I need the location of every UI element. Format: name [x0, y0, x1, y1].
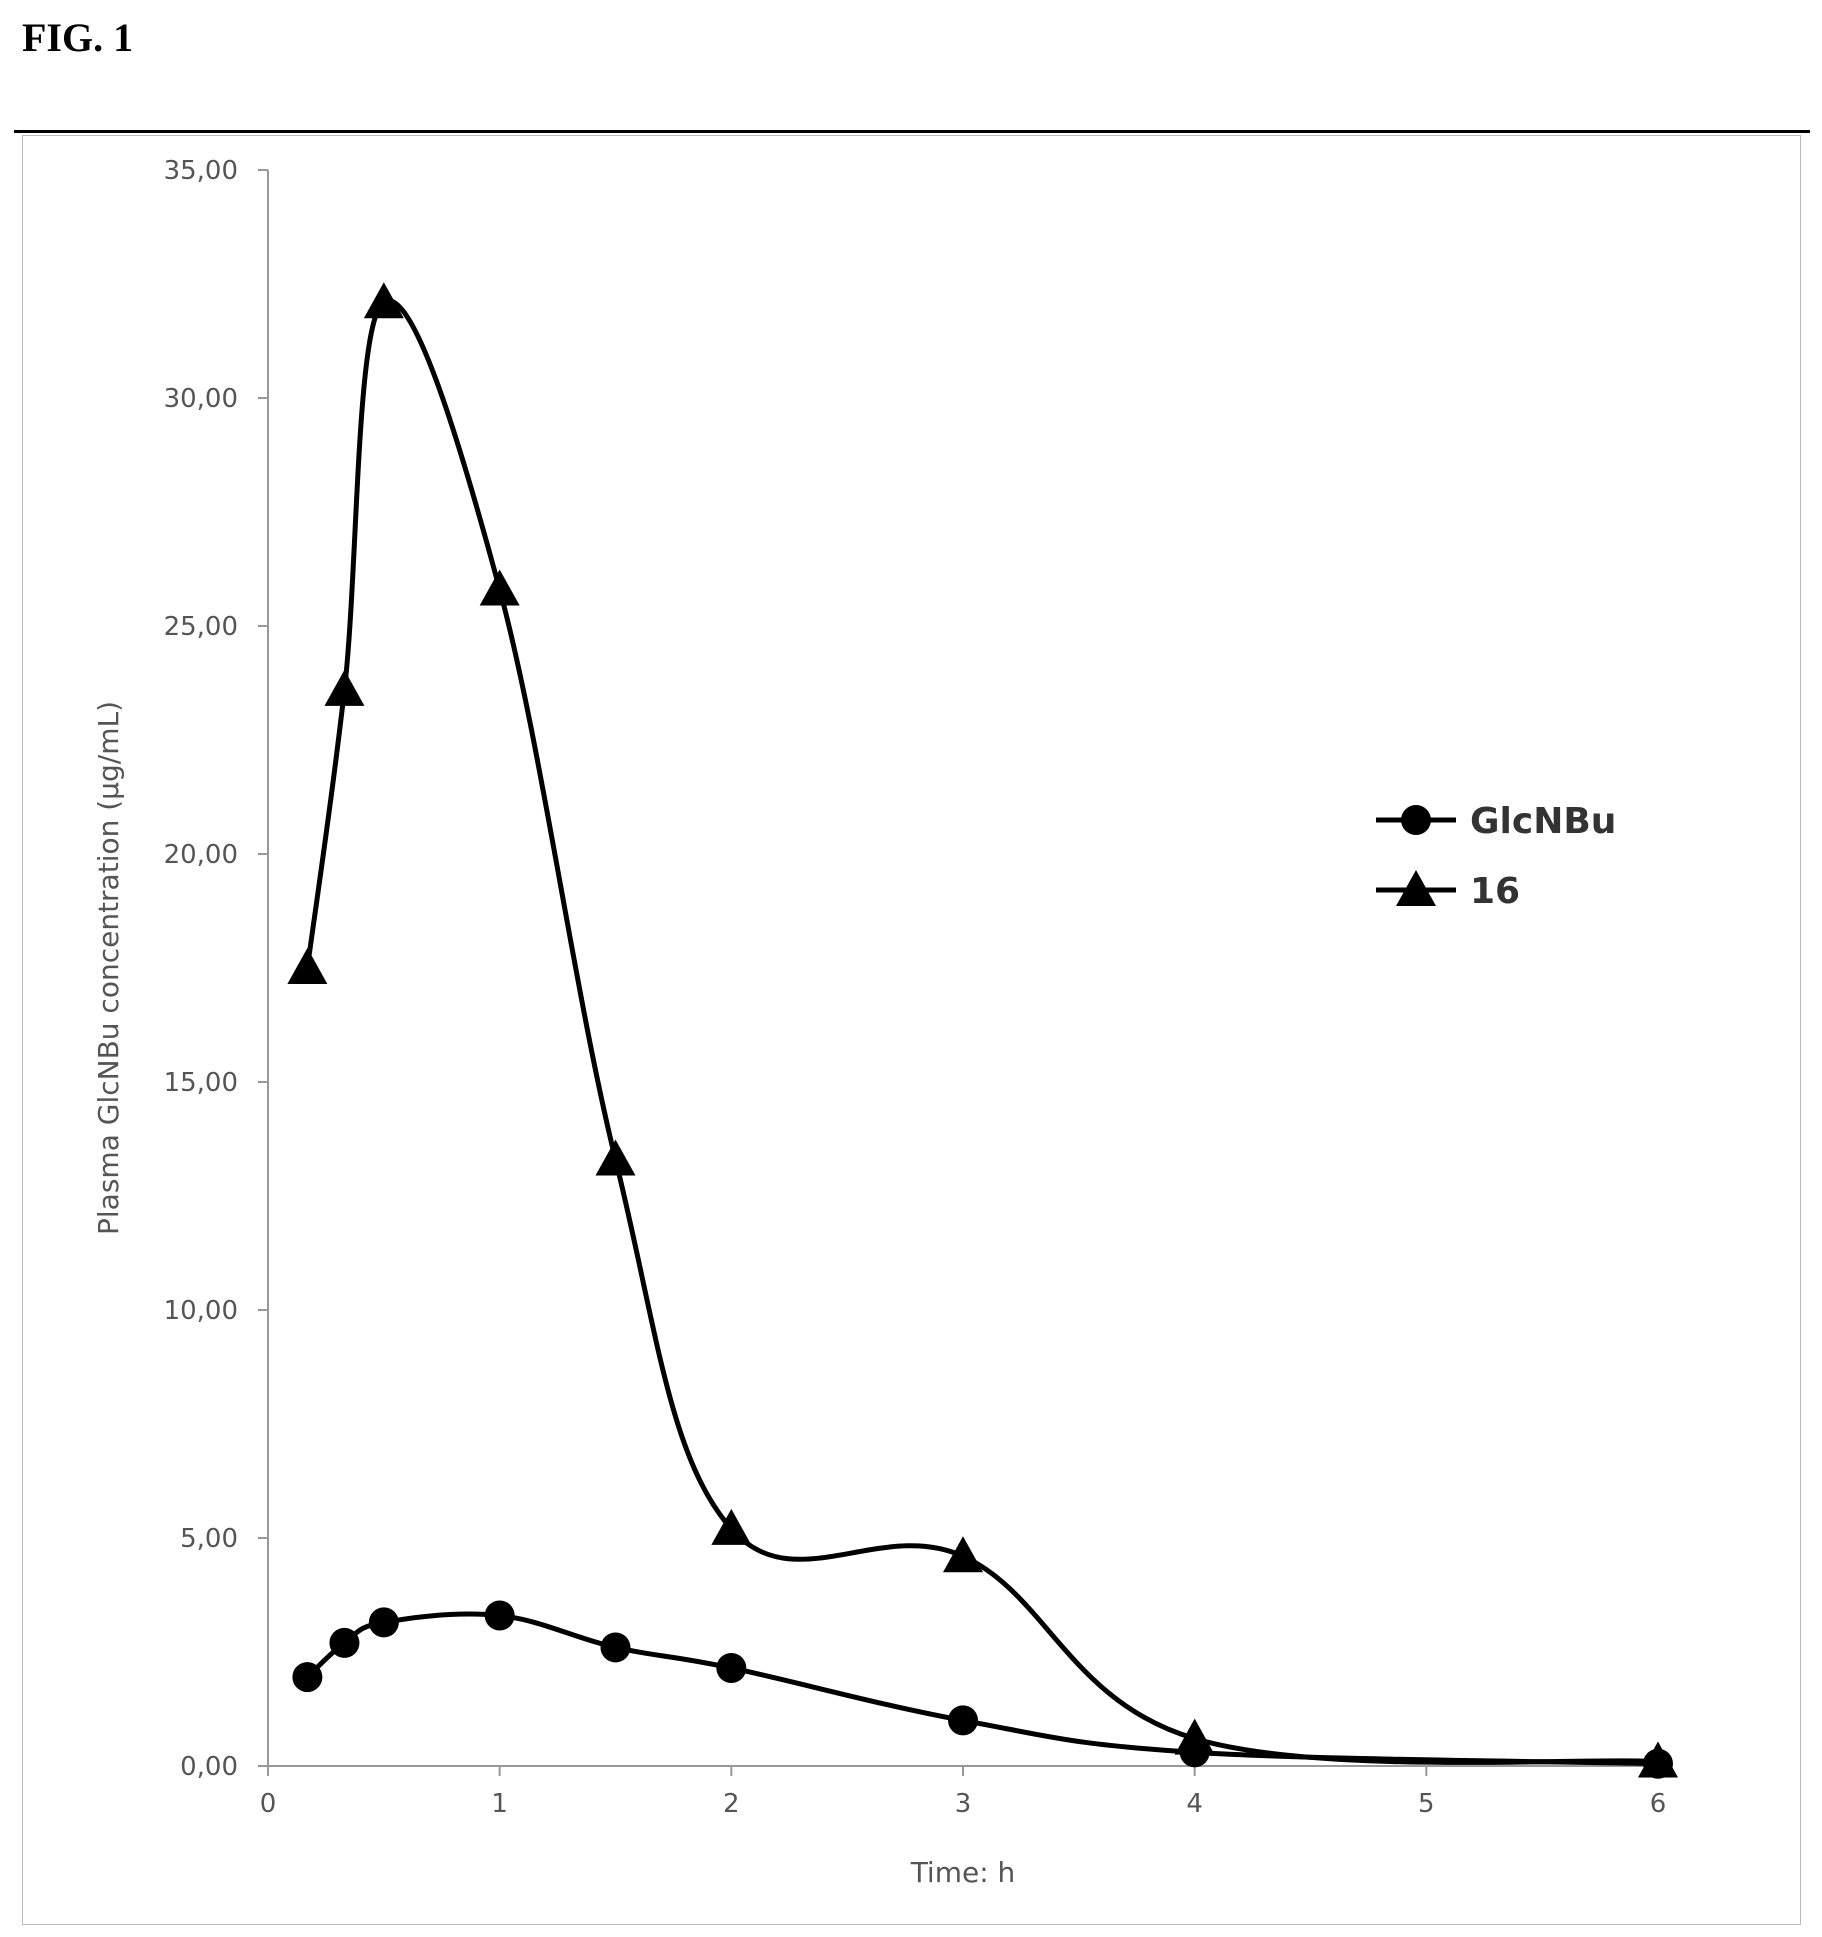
legend-marker-triangle — [1396, 870, 1436, 906]
x-tick-label: 1 — [491, 1789, 508, 1819]
data-point-triangle — [1638, 1741, 1678, 1778]
data-point-triangle — [287, 948, 328, 984]
top-rule — [14, 130, 1810, 133]
data-point-triangle — [943, 1536, 983, 1573]
x-tick-label: 5 — [1418, 1789, 1435, 1819]
y-tick-label: 10,00 — [164, 1296, 238, 1326]
axes — [258, 169, 1659, 1776]
data-point-circle — [600, 1632, 631, 1663]
data-point-triangle — [363, 282, 404, 319]
legend-label: 16 — [1470, 871, 1520, 912]
y-axis-label: Plasma GlcNBu concentration (µg/mL) — [92, 701, 125, 1235]
y-tick-label: 30,00 — [164, 384, 238, 414]
data-point-circle — [484, 1600, 515, 1631]
data-point-circle — [292, 1662, 323, 1693]
y-tick-label: 0,00 — [180, 1752, 238, 1782]
tick-labels: 0,00 5,00 10,00 15,00 20,00 25,00 30,00 35,00 0 1… — [164, 156, 1667, 1819]
series-line-0 — [305, 1611, 1659, 1767]
data-point-triangle — [1174, 1718, 1215, 1755]
x-tick-label: 6 — [1650, 1789, 1667, 1819]
x-tick-label: 2 — [723, 1789, 740, 1819]
data-point-circle — [329, 1627, 360, 1658]
data-point-circle — [948, 1705, 978, 1736]
series-line-1 — [304, 298, 1659, 1765]
y-tick-label: 35,00 — [164, 156, 238, 186]
figure-label: FIG. 1 — [22, 15, 134, 60]
series-lines — [304, 298, 1659, 1767]
data-point-triangle — [324, 669, 365, 706]
legend-marker-circle — [1401, 805, 1431, 835]
y-tick-label: 20,00 — [164, 840, 238, 870]
x-tick-label: 3 — [955, 1789, 972, 1819]
data-point-triangle — [595, 1139, 636, 1176]
legend: GlcNBu 16 — [1376, 801, 1616, 912]
y-tick-label: 5,00 — [180, 1524, 238, 1554]
x-tick-label: 4 — [1186, 1789, 1203, 1819]
data-point-circle — [716, 1652, 747, 1683]
y-tick-label: 15,00 — [164, 1068, 238, 1098]
x-axis-label: Time: h — [910, 1856, 1016, 1889]
y-tick-label: 25,00 — [164, 612, 238, 642]
data-point-circle — [368, 1607, 399, 1638]
data-point-triangle — [711, 1508, 752, 1545]
chart-frame — [22, 135, 1801, 1925]
legend-label: GlcNBu — [1470, 801, 1616, 842]
x-tick-label: 0 — [260, 1789, 277, 1819]
data-point-triangle — [479, 569, 520, 606]
series-markers — [287, 282, 1678, 1779]
